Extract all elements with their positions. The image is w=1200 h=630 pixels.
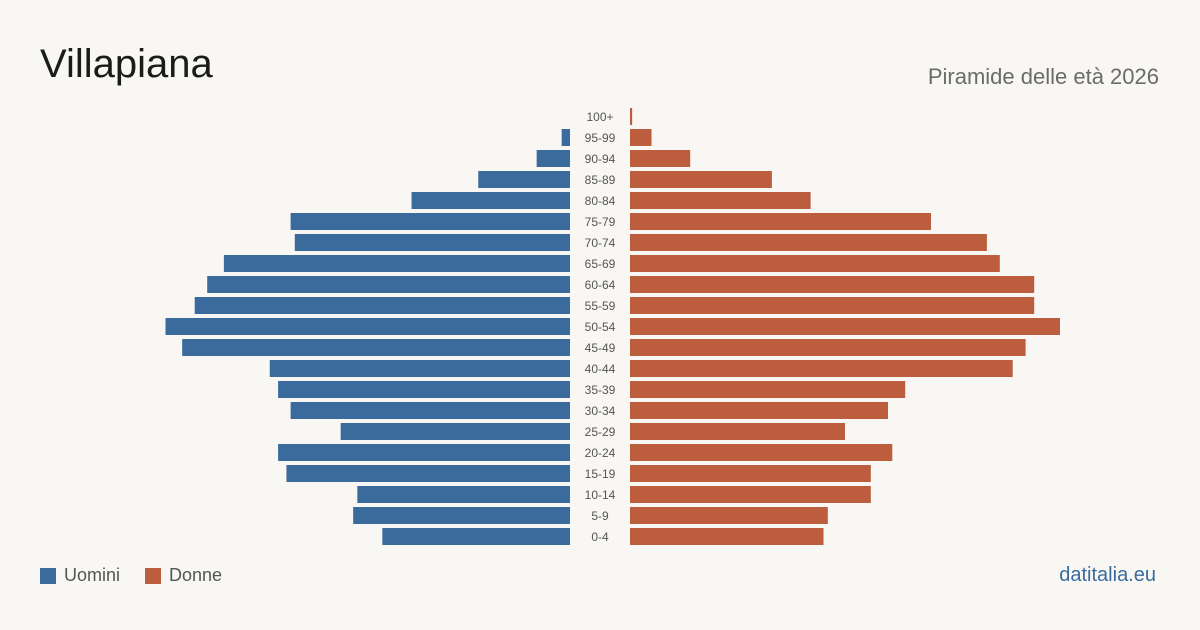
bar-women-15-19 [630, 465, 871, 482]
bar-women-70-74 [630, 234, 987, 251]
bar-women-80-84 [630, 192, 811, 209]
bar-women-65-69 [630, 255, 1000, 272]
bar-women-90-94 [630, 150, 691, 167]
chart-subtitle: Piramide delle età 2026 [927, 64, 1159, 89]
legend-item-women: Donne [145, 565, 222, 586]
bar-women-20-24 [630, 444, 893, 461]
bar-men-55-59 [194, 297, 570, 314]
tick-label-0-4: 0-4 [591, 530, 609, 544]
bar-men-50-54 [165, 318, 570, 335]
tick-label-10-14: 10-14 [585, 488, 616, 502]
bar-women-40-44 [630, 360, 1013, 377]
bar-men-20-24 [278, 444, 570, 461]
bar-men-25-29 [340, 423, 570, 440]
bar-women-5-9 [630, 507, 828, 524]
tick-label-15-19: 15-19 [585, 467, 616, 481]
tick-label-70-74: 70-74 [585, 236, 616, 250]
bar-women-50-54 [630, 318, 1060, 335]
tick-label-35-39: 35-39 [585, 383, 616, 397]
bar-men-85-89 [478, 171, 570, 188]
bar-men-15-19 [286, 465, 570, 482]
legend-swatch-women [145, 567, 162, 584]
tick-label-75-79: 75-79 [585, 215, 616, 229]
bar-women-55-59 [630, 297, 1035, 314]
bar-women-100+ [630, 108, 633, 125]
tick-label-30-34: 30-34 [585, 404, 616, 418]
tick-label-100+: 100+ [586, 110, 613, 124]
bar-women-0-4 [630, 528, 824, 545]
bar-men-40-44 [269, 360, 570, 377]
legend-label-women: Donne [169, 565, 223, 585]
bar-men-5-9 [353, 507, 570, 524]
bar-men-0-4 [382, 528, 570, 545]
bar-men-90-94 [536, 150, 570, 167]
chart-legend: Uomini Donne [40, 565, 247, 586]
bar-women-10-14 [630, 486, 871, 503]
bar-men-45-49 [182, 339, 570, 356]
bar-women-45-49 [630, 339, 1026, 356]
tick-label-60-64: 60-64 [585, 278, 616, 292]
bar-women-30-34 [630, 402, 888, 419]
bar-men-10-14 [357, 486, 570, 503]
bar-women-35-39 [630, 381, 906, 398]
tick-label-95-99: 95-99 [585, 131, 616, 145]
tick-label-40-44: 40-44 [585, 362, 616, 376]
tick-label-5-9: 5-9 [591, 509, 609, 523]
bar-women-25-29 [630, 423, 845, 440]
bar-men-35-39 [278, 381, 570, 398]
tick-label-20-24: 20-24 [585, 446, 616, 460]
bar-women-60-64 [630, 276, 1035, 293]
population-pyramid-chart: 100+ 95-99 90-94 85-89 80-84 75-79 70-74 65-69 6… [165, 108, 1060, 545]
bar-women-95-99 [630, 129, 652, 146]
legend-label-men: Uomini [64, 565, 121, 585]
bar-men-95-99 [561, 129, 570, 146]
tick-label-65-69: 65-69 [585, 257, 616, 271]
tick-label-50-54: 50-54 [585, 320, 616, 334]
tick-label-55-59: 55-59 [585, 299, 616, 313]
bar-men-65-69 [223, 255, 570, 272]
legend-swatch-men [40, 567, 56, 584]
bar-men-80-84 [411, 192, 570, 209]
tick-label-85-89: 85-89 [585, 173, 616, 187]
tick-label-25-29: 25-29 [585, 425, 616, 439]
bar-women-75-79 [630, 213, 931, 230]
brand-link[interactable]: datitalia.eu [1059, 564, 1156, 586]
tick-label-80-84: 80-84 [585, 194, 616, 208]
bar-women-85-89 [630, 171, 772, 188]
legend-item-men: Uomini [40, 565, 120, 586]
bar-men-75-79 [290, 213, 570, 230]
bar-men-30-34 [290, 402, 570, 419]
bar-men-70-74 [294, 234, 570, 251]
tick-label-90-94: 90-94 [585, 152, 616, 166]
page-title: Villapiana [40, 42, 213, 86]
bar-men-60-64 [207, 276, 570, 293]
tick-label-45-49: 45-49 [585, 341, 616, 355]
